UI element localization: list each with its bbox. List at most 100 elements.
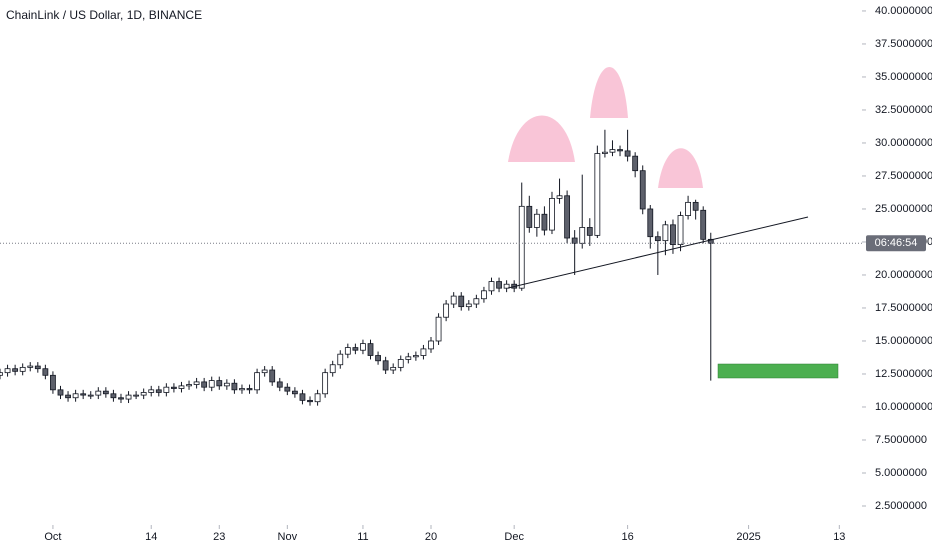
candle-body — [526, 205, 533, 228]
candle-body — [382, 360, 389, 371]
candle-body — [148, 389, 155, 393]
candle-body — [533, 213, 540, 228]
candle-body — [216, 380, 223, 387]
candle-body — [12, 368, 19, 372]
candle-body — [125, 394, 132, 400]
candle-body — [34, 365, 41, 370]
candle-body — [231, 382, 238, 391]
candle-body — [337, 353, 344, 366]
target-box — [717, 363, 839, 379]
candle-body — [443, 303, 450, 318]
candle-body — [193, 381, 200, 385]
y-tick-label: 32.5000000 — [875, 104, 932, 116]
x-tick-label: 14 — [145, 531, 157, 543]
candle-body — [670, 224, 676, 246]
candle-body — [549, 198, 555, 231]
candle-body — [360, 343, 366, 351]
candle-body — [594, 153, 601, 236]
candle-body — [42, 368, 49, 376]
candle-body — [284, 386, 291, 392]
candle-body — [269, 369, 276, 383]
candle-body — [450, 295, 457, 305]
candle-body — [65, 394, 71, 399]
candle-body — [700, 209, 707, 240]
candle-body — [163, 386, 170, 393]
candle-body — [609, 149, 616, 153]
candle-body — [367, 343, 374, 356]
y-tick-label: 17.5000000 — [875, 302, 932, 314]
x-tick-label: Oct — [44, 531, 61, 543]
candle-body — [503, 283, 510, 289]
y-tick-label: 10.0000000 — [875, 401, 932, 413]
candle-body — [375, 355, 381, 362]
left-shoulder-drawing — [508, 115, 575, 162]
candle-body — [617, 149, 623, 152]
x-tick-label: 11 — [357, 531, 368, 543]
candle-body — [579, 227, 586, 244]
x-tick-label: 20 — [425, 531, 437, 543]
y-tick-label: 30.0000000 — [875, 137, 932, 149]
candle-body — [254, 372, 260, 391]
x-tick-label: 2025 — [736, 531, 760, 543]
candle-body — [654, 236, 661, 242]
head-drawing — [590, 67, 628, 118]
candle-body — [556, 195, 563, 199]
candle-body — [647, 208, 654, 238]
candle-body — [178, 385, 185, 389]
candle-body — [624, 150, 631, 157]
candle-body — [541, 213, 548, 231]
candle-body — [496, 281, 502, 289]
candle-body — [291, 390, 298, 395]
y-tick-label: 15.0000000 — [875, 335, 932, 347]
candle-body — [0, 372, 3, 376]
candle-body — [435, 316, 442, 342]
y-tick-label: 35.0000000 — [875, 71, 932, 83]
candle-body — [473, 298, 480, 305]
candle-body — [602, 151, 608, 154]
candle-body — [314, 393, 321, 403]
candle-body — [50, 374, 56, 391]
plot-area — [0, 129, 862, 406]
candle-body — [685, 201, 691, 216]
candle-body — [322, 372, 329, 395]
neckline-drawing — [507, 216, 809, 289]
candle-body — [155, 389, 162, 393]
candle-body — [72, 393, 79, 399]
candle-body — [110, 393, 117, 399]
y-tick-label: 27.5000000 — [875, 170, 932, 182]
price-axis: 40.0000000 37.5000000 35.0000000 32.5000000… — [44, 5, 932, 543]
candle-body — [246, 388, 253, 391]
candle-body — [632, 155, 639, 172]
candle-body — [352, 347, 359, 351]
candle-body — [261, 369, 268, 374]
y-tick-label: 7.5000000 — [875, 434, 927, 446]
candle-body — [397, 359, 404, 368]
candle-body — [171, 386, 177, 389]
candle-body — [140, 392, 147, 396]
candle-body — [133, 394, 140, 397]
candle-body — [662, 224, 669, 242]
candle-body — [57, 389, 64, 396]
candle-body — [586, 227, 593, 236]
candle-body — [518, 205, 525, 289]
candle-body — [639, 170, 646, 210]
candle-body — [95, 390, 102, 396]
candle-body — [223, 382, 230, 387]
candle-body — [488, 281, 495, 292]
candle-body — [465, 303, 472, 308]
y-tick-label: 12.5000000 — [875, 368, 932, 380]
candle-body — [102, 390, 109, 395]
candle-body — [428, 340, 434, 350]
candle-body — [4, 368, 11, 374]
countdown-label: 06:46:54 — [875, 237, 918, 249]
y-tick-label: 40.0000000 — [875, 5, 932, 17]
y-tick-label: 5.0000000 — [875, 467, 927, 479]
candle-body — [420, 348, 427, 356]
candle-body — [405, 356, 412, 360]
candle-body — [390, 366, 397, 371]
x-tick-label: 13 — [833, 531, 845, 543]
candle-body — [87, 394, 94, 397]
